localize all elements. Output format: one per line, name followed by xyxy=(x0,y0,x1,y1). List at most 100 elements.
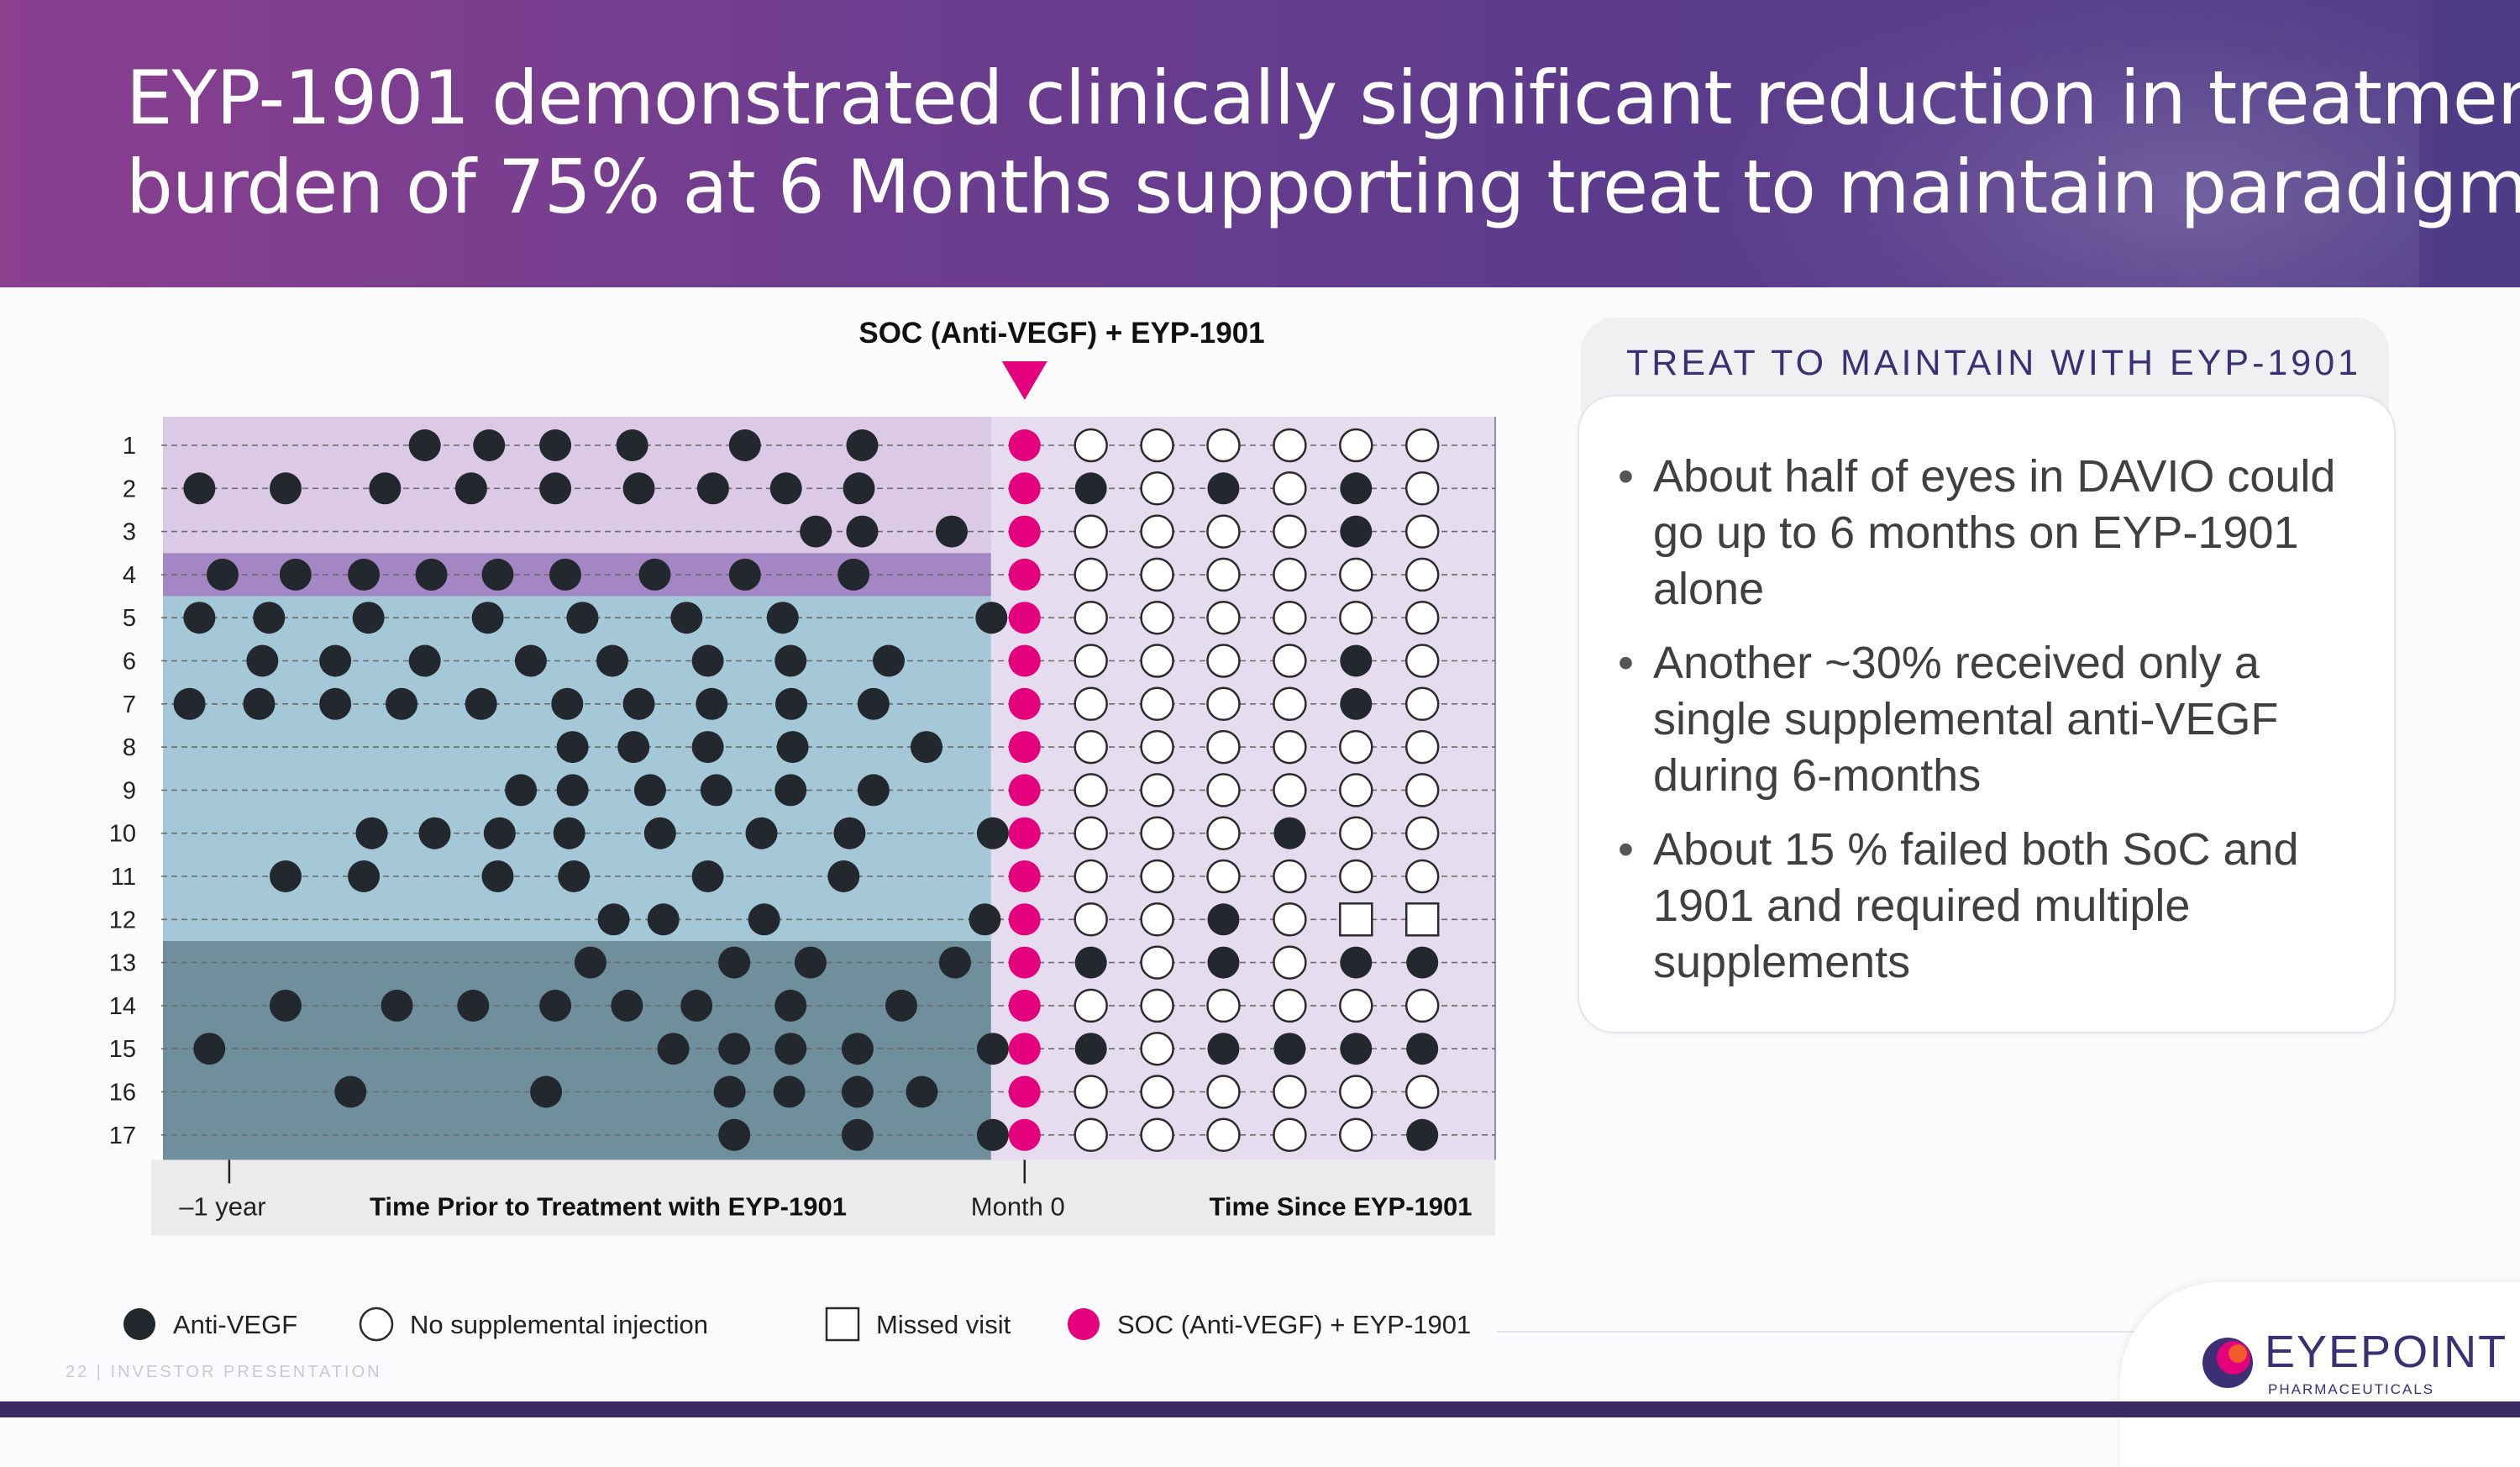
anti-vegf-marker xyxy=(700,774,732,807)
no-injection-marker xyxy=(1273,1075,1307,1109)
no-injection-marker xyxy=(1074,686,1108,722)
no-injection-marker xyxy=(1140,514,1174,549)
anti-vegf-marker xyxy=(846,429,879,461)
soc-eyp1901-marker xyxy=(1008,903,1041,936)
anti-vegf-marker xyxy=(774,989,807,1022)
no-injection-marker xyxy=(1404,471,1440,506)
no-injection-marker xyxy=(1273,686,1307,722)
no-injection-marker xyxy=(1404,600,1440,635)
anti-vegf-marker xyxy=(1340,644,1373,677)
no-injection-marker xyxy=(1339,428,1373,463)
anti-vegf-marker xyxy=(1074,472,1107,505)
month-0-arrow-icon xyxy=(1001,361,1047,400)
bullet-item: • About half of eyes in DAVIO could go u… xyxy=(1618,449,2359,618)
anti-vegf-marker xyxy=(269,860,302,892)
soc-eyp1901-marker xyxy=(1008,644,1041,677)
no-injection-marker xyxy=(1074,514,1108,549)
y-tick-label: 7 xyxy=(123,691,136,718)
anti-vegf-marker xyxy=(465,687,497,720)
no-injection-marker xyxy=(1339,859,1373,894)
anti-vegf-marker xyxy=(123,1308,155,1340)
no-injection-marker xyxy=(1074,902,1108,937)
y-tick-label: 17 xyxy=(109,1123,136,1149)
anti-vegf-marker xyxy=(885,989,918,1022)
no-injection-marker xyxy=(1074,1117,1108,1153)
no-injection-marker xyxy=(1206,428,1241,463)
anti-vegf-marker xyxy=(611,989,643,1022)
anti-vegf-marker xyxy=(1207,903,1240,936)
anti-vegf-marker xyxy=(728,558,761,591)
no-injection-marker xyxy=(1404,1075,1440,1109)
anti-vegf-marker xyxy=(549,558,581,591)
anti-vegf-marker xyxy=(530,1075,563,1108)
no-injection-marker xyxy=(1140,945,1174,980)
anti-vegf-marker xyxy=(246,644,279,677)
anti-vegf-marker xyxy=(597,903,630,936)
anti-vegf-marker xyxy=(355,817,388,849)
no-injection-marker xyxy=(1206,600,1241,635)
anti-vegf-marker xyxy=(745,817,778,849)
no-injection-marker xyxy=(1404,859,1440,894)
x-section-label: Time Since EYP-1901 xyxy=(1209,1191,1472,1221)
anti-vegf-marker xyxy=(670,602,703,634)
missed-visit-marker xyxy=(825,1307,860,1342)
no-injection-marker xyxy=(1206,1117,1241,1153)
anti-vegf-marker xyxy=(1273,1033,1306,1065)
legend-label: SOC (Anti-VEGF) + EYP-1901 xyxy=(1117,1310,1471,1339)
treatment-timeline-chart: –1 year Month 0 Time Prior to Treatment wi… xyxy=(109,317,1496,1342)
anti-vegf-marker xyxy=(622,687,655,720)
soc-eyp1901-marker xyxy=(1008,860,1041,892)
chart-header: SOC (Anti-VEGF) + EYP-1901 xyxy=(858,317,1265,400)
soc-eyp1901-marker xyxy=(1008,515,1041,548)
bullet-text: Another ~30% received only a single supp… xyxy=(1653,638,2279,801)
anti-vegf-marker xyxy=(505,774,538,807)
no-injection-marker xyxy=(1404,644,1440,678)
anti-vegf-marker xyxy=(558,860,591,892)
anti-vegf-marker xyxy=(837,558,870,591)
no-injection-marker xyxy=(1404,816,1440,850)
no-injection-marker xyxy=(1140,902,1174,937)
anti-vegf-marker xyxy=(551,687,584,720)
no-injection-marker xyxy=(1404,988,1440,1023)
no-injection-marker xyxy=(1339,1075,1373,1109)
no-injection-marker xyxy=(1140,1031,1174,1066)
anti-vegf-marker xyxy=(386,687,418,720)
anti-vegf-marker xyxy=(935,515,968,548)
anti-vegf-marker xyxy=(910,731,942,764)
anti-vegf-marker xyxy=(857,687,890,720)
treat-to-maintain-panel: TREAT TO MAINTAIN WITH EYP-1901 • About … xyxy=(1578,318,2396,1033)
no-injection-marker xyxy=(1273,729,1307,765)
title-line-1: EYP-1901 demonstrated clinically signifi… xyxy=(126,55,2520,141)
anti-vegf-marker xyxy=(348,860,381,892)
no-injection-marker xyxy=(1140,644,1174,678)
anti-vegf-marker xyxy=(800,515,832,548)
no-injection-marker xyxy=(1404,428,1440,463)
anti-vegf-marker xyxy=(976,817,1009,849)
y-tick-label: 6 xyxy=(123,649,136,676)
anti-vegf-marker xyxy=(1340,515,1373,548)
anti-vegf-marker xyxy=(841,1033,874,1065)
no-injection-marker xyxy=(1404,557,1440,592)
anti-vegf-marker xyxy=(643,817,676,849)
anti-vegf-marker xyxy=(207,558,239,591)
y-tick-label: 3 xyxy=(123,519,136,546)
anti-vegf-marker xyxy=(408,429,441,461)
anti-vegf-marker xyxy=(596,644,628,677)
anti-vegf-marker xyxy=(574,946,606,979)
anti-vegf-marker xyxy=(553,817,585,849)
anti-vegf-marker xyxy=(776,731,809,764)
anti-vegf-marker xyxy=(183,472,216,505)
no-injection-marker xyxy=(1206,514,1241,549)
soc-eyp1901-marker xyxy=(1008,817,1041,849)
anti-vegf-marker xyxy=(976,1033,1009,1065)
no-injection-marker xyxy=(1074,729,1108,765)
no-injection-marker xyxy=(1206,859,1241,894)
no-injection-marker xyxy=(1339,600,1373,635)
anti-vegf-marker xyxy=(647,903,680,936)
anti-vegf-marker xyxy=(369,472,402,505)
anti-vegf-marker xyxy=(483,817,516,849)
anti-vegf-marker xyxy=(319,687,352,720)
y-tick-label: 2 xyxy=(123,476,136,502)
legend-item: Anti-VEGF xyxy=(123,1308,297,1340)
eye-group-bands xyxy=(163,417,1025,1160)
